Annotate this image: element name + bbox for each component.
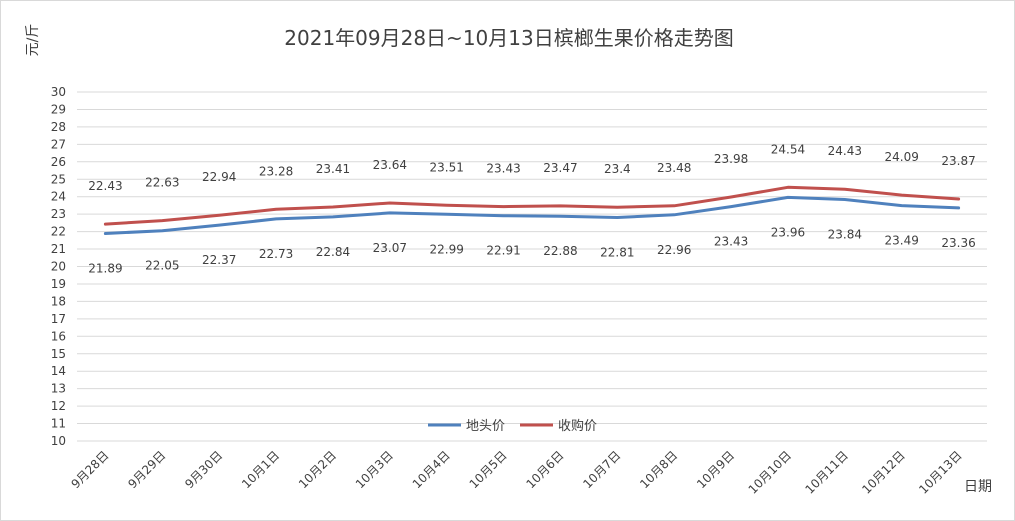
legend: 地头价 收购价 bbox=[428, 418, 597, 434]
data-label: 22.88 bbox=[543, 244, 577, 258]
x-tick-label: 10月7日 bbox=[580, 448, 623, 491]
y-tick-label: 15 bbox=[51, 347, 66, 361]
y-tick-label: 13 bbox=[51, 382, 66, 396]
y-tick-label: 22 bbox=[51, 225, 66, 239]
y-axis-ticks: 10 11 12 13 14 15 16 17 18 19 20 21 22 23 24 25 26 27 28 29… bbox=[51, 85, 66, 448]
y-tick-label: 24 bbox=[51, 190, 66, 204]
x-tick-label: 10月8日 bbox=[637, 448, 680, 491]
data-label: 23.36 bbox=[941, 236, 975, 250]
gridlines bbox=[77, 91, 987, 442]
data-label: 22.73 bbox=[259, 247, 293, 261]
x-tick-label: 9月30日 bbox=[182, 448, 225, 491]
data-label: 23.07 bbox=[373, 241, 407, 255]
y-tick-label: 21 bbox=[51, 242, 66, 256]
y-tick-label: 20 bbox=[51, 260, 66, 274]
x-tick-label: 10月12日 bbox=[859, 448, 907, 496]
data-label: 22.84 bbox=[316, 245, 350, 259]
y-tick-label: 19 bbox=[51, 277, 66, 291]
data-label: 23.96 bbox=[771, 225, 805, 239]
x-tick-label: 10月3日 bbox=[353, 448, 396, 491]
series-line-2 bbox=[103, 185, 961, 226]
legend-label-2: 收购价 bbox=[558, 418, 597, 434]
data-label: 23.87 bbox=[941, 154, 975, 168]
y-tick-label: 23 bbox=[51, 207, 66, 221]
y-tick-label: 12 bbox=[51, 399, 66, 413]
data-label: 23.4 bbox=[604, 162, 631, 176]
data-label: 24.54 bbox=[771, 142, 805, 156]
data-label: 24.43 bbox=[828, 144, 862, 158]
data-label: 23.28 bbox=[259, 164, 293, 178]
data-label: 22.37 bbox=[202, 253, 236, 267]
data-label: 23.98 bbox=[714, 152, 748, 166]
data-label: 23.48 bbox=[657, 161, 691, 175]
data-label: 24.09 bbox=[885, 150, 919, 164]
data-label: 22.05 bbox=[145, 259, 179, 273]
y-tick-label: 27 bbox=[51, 137, 66, 151]
x-tick-label: 10月9日 bbox=[694, 448, 737, 491]
x-tick-label: 10月10日 bbox=[746, 448, 794, 496]
data-label: 23.49 bbox=[885, 234, 919, 248]
data-label: 23.43 bbox=[486, 162, 520, 176]
data-label: 22.91 bbox=[486, 244, 520, 258]
x-axis-name: 日期 bbox=[964, 479, 992, 495]
data-label: 23.47 bbox=[543, 161, 577, 175]
series-lines bbox=[103, 185, 961, 235]
data-label: 22.99 bbox=[430, 242, 464, 256]
y-tick-label: 25 bbox=[51, 172, 66, 186]
legend-label-1: 地头价 bbox=[466, 419, 505, 434]
x-tick-label: 10月11日 bbox=[802, 448, 850, 496]
y-tick-label: 11 bbox=[51, 417, 66, 431]
data-label: 23.41 bbox=[316, 162, 350, 176]
data-label: 23.84 bbox=[828, 227, 862, 241]
data-label: 23.64 bbox=[373, 158, 407, 172]
y-tick-label: 10 bbox=[51, 434, 66, 448]
series-line-1 bbox=[103, 195, 961, 235]
y-tick-label: 26 bbox=[51, 155, 66, 169]
x-tick-label: 10月5日 bbox=[467, 448, 510, 491]
x-tick-label: 10月4日 bbox=[410, 448, 453, 491]
data-labels: 21.89 22.05 22.37 22.73 22.84 23.07 22.99 22.91… bbox=[88, 142, 975, 275]
y-tick-label: 14 bbox=[51, 364, 66, 378]
data-label: 22.81 bbox=[600, 245, 634, 259]
data-label: 21.89 bbox=[88, 262, 122, 276]
y-tick-label: 29 bbox=[51, 102, 66, 116]
x-tick-label: 10月6日 bbox=[523, 448, 566, 491]
x-tick-label: 9月29日 bbox=[125, 448, 168, 491]
x-tick-label: 10月13日 bbox=[916, 448, 964, 496]
y-axis-unit: 元/斤 bbox=[25, 24, 41, 57]
y-tick-label: 18 bbox=[51, 294, 66, 308]
y-tick-label: 30 bbox=[51, 85, 66, 99]
data-label: 22.43 bbox=[88, 179, 122, 193]
x-tick-label: 9月28日 bbox=[68, 448, 111, 491]
x-tick-label: 10月2日 bbox=[296, 448, 339, 491]
data-label: 22.63 bbox=[145, 176, 179, 190]
data-label: 23.51 bbox=[430, 160, 464, 174]
data-label: 22.96 bbox=[657, 243, 691, 257]
x-tick-label: 10月1日 bbox=[239, 448, 282, 491]
y-tick-label: 28 bbox=[51, 120, 66, 134]
chart-title: 2021年09月28日~10月13日槟榔生果价格走势图 bbox=[284, 26, 733, 50]
y-tick-label: 16 bbox=[51, 329, 66, 343]
x-axis-ticks: 9月28日 9月29日 9月30日 10月1日 10月2日 10月3日 10月4日 10月5日… bbox=[68, 448, 964, 496]
data-label: 23.43 bbox=[714, 235, 748, 249]
y-tick-label: 17 bbox=[51, 312, 66, 326]
data-label: 22.94 bbox=[202, 170, 236, 184]
